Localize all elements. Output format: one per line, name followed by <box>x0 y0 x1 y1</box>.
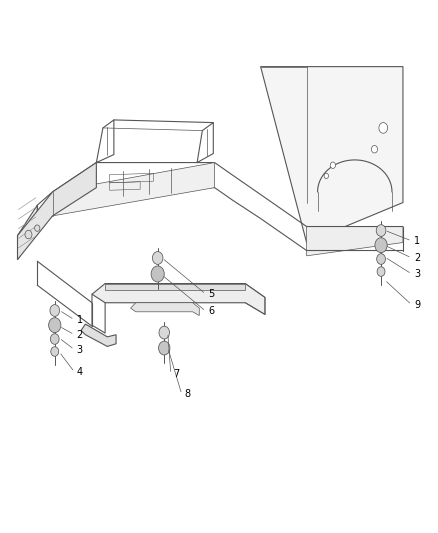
Circle shape <box>35 225 40 231</box>
Circle shape <box>159 326 170 339</box>
Circle shape <box>371 146 378 153</box>
Polygon shape <box>92 284 265 314</box>
Text: 8: 8 <box>184 390 190 399</box>
Circle shape <box>377 254 385 264</box>
Text: 2: 2 <box>77 330 83 340</box>
Circle shape <box>50 334 59 344</box>
Circle shape <box>151 266 164 282</box>
Polygon shape <box>131 303 199 316</box>
Polygon shape <box>261 67 403 243</box>
Text: 1: 1 <box>414 236 420 246</box>
Circle shape <box>25 230 32 239</box>
Circle shape <box>375 238 387 253</box>
Circle shape <box>330 162 336 168</box>
Circle shape <box>51 347 59 357</box>
Circle shape <box>159 341 170 355</box>
Polygon shape <box>307 227 403 256</box>
Polygon shape <box>105 284 245 290</box>
Circle shape <box>376 225 386 237</box>
Text: 1: 1 <box>77 315 83 325</box>
Circle shape <box>377 266 385 276</box>
Text: 4: 4 <box>77 367 83 377</box>
Text: 3: 3 <box>414 269 420 279</box>
Circle shape <box>50 305 60 316</box>
Text: 2: 2 <box>414 253 420 263</box>
Text: 9: 9 <box>414 300 420 310</box>
Circle shape <box>152 252 163 264</box>
Circle shape <box>379 123 388 133</box>
Polygon shape <box>18 163 96 260</box>
Text: 6: 6 <box>208 306 214 316</box>
Polygon shape <box>81 324 116 346</box>
Text: 5: 5 <box>208 289 214 299</box>
Circle shape <box>49 318 61 333</box>
Polygon shape <box>18 205 37 260</box>
Circle shape <box>324 173 328 179</box>
Text: 7: 7 <box>173 369 179 379</box>
Text: 3: 3 <box>77 345 83 354</box>
Polygon shape <box>53 163 215 216</box>
